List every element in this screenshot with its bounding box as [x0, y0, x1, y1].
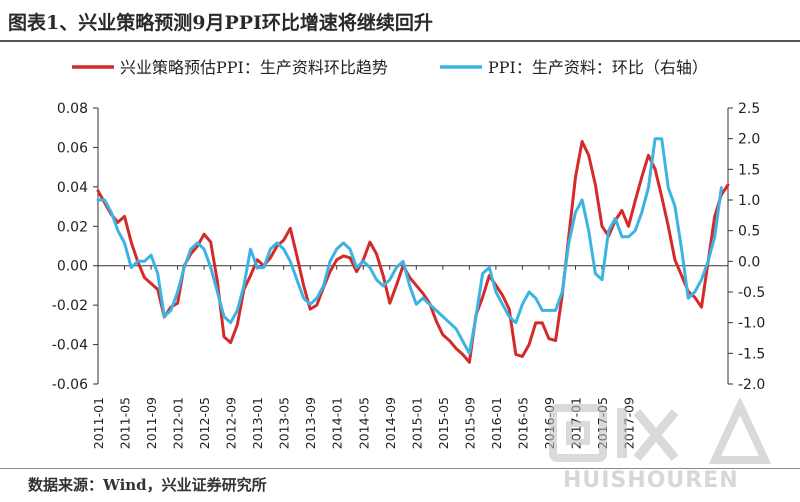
x-tick-label: 2011-09 [144, 397, 159, 449]
y-left-tick-label: -0.06 [52, 377, 88, 393]
series-layer [96, 137, 730, 364]
series-line-1 [96, 140, 730, 364]
x-tick-label: 2012-01 [171, 397, 186, 449]
x-tick-label: 2012-09 [224, 397, 239, 449]
x-tick-label: 2013-01 [250, 397, 265, 449]
x-tick-label: 2011-01 [91, 397, 106, 449]
x-tick-label: 2015-09 [462, 397, 477, 449]
y-right-tick-label: 1.5 [738, 162, 760, 178]
source-divider [0, 468, 800, 469]
x-tick-label: 2016-01 [489, 397, 504, 449]
watermark-logo-icon [549, 396, 772, 464]
y-right-tick-label: -1.0 [738, 316, 765, 332]
chart-axes: 0.08 0.06 0.04 0.02 0.00 -0.02 -0.04 -0.06 2.5 2.… [52, 101, 766, 449]
legend-label-2: PPI：生产资料：环比（右轴） [488, 58, 708, 77]
legend-label-1: 兴业策略预估PPI：生产资料环比趋势 [120, 58, 388, 77]
legend: 兴业策略预估PPI：生产资料环比趋势 PPI：生产资料：环比（右轴） [72, 58, 708, 77]
series-line-2 [96, 137, 723, 355]
y-left-tick-label: 0.06 [57, 140, 88, 156]
y-right-tick-label: -1.5 [738, 346, 765, 362]
watermark-text: HUISHOUREN [563, 468, 739, 493]
y-right-tick-label: 0.0 [738, 254, 760, 270]
y-right-tick-label: 1.0 [738, 193, 760, 209]
x-tick-label: 2011-05 [118, 397, 133, 449]
y-right-tick-label: 2.5 [738, 101, 760, 117]
y-left-tick-label: 0.00 [57, 259, 88, 275]
x-tick-label: 2013-05 [277, 397, 292, 449]
y-left-tick-label: 0.02 [57, 219, 88, 235]
x-tick-label: 2015-05 [436, 397, 451, 449]
y-left-tick-label: 0.04 [57, 180, 88, 196]
x-tick-label: 2014-01 [330, 397, 345, 449]
y-left-tick-label: 0.08 [57, 101, 88, 117]
y-right-tick-label: 2.0 [738, 132, 760, 148]
x-tick-label: 2015-01 [409, 397, 424, 449]
y-right-tick-label: -2.0 [738, 377, 765, 393]
y-left-tick-label: -0.04 [52, 338, 88, 354]
x-tick-label: 2016-05 [515, 397, 530, 449]
x-tick-label: 2013-09 [303, 397, 318, 449]
y-right-tick-label: 0.5 [738, 224, 760, 240]
source-note: 数据来源：Wind，兴业证券研究所 [28, 476, 267, 494]
x-tick-label: 2012-05 [197, 397, 212, 449]
y-left-tick-label: -0.02 [52, 298, 88, 314]
watermark: HUISHOUREN [545, 396, 775, 498]
x-tick-label: 2014-05 [356, 397, 371, 449]
x-tick-label: 2014-09 [383, 397, 398, 449]
title-divider [0, 40, 800, 42]
chart-title: 图表1、兴业策略预测9月PPI环比增速将继续回升 [8, 12, 433, 34]
y-right-tick-label: -0.5 [738, 285, 765, 301]
